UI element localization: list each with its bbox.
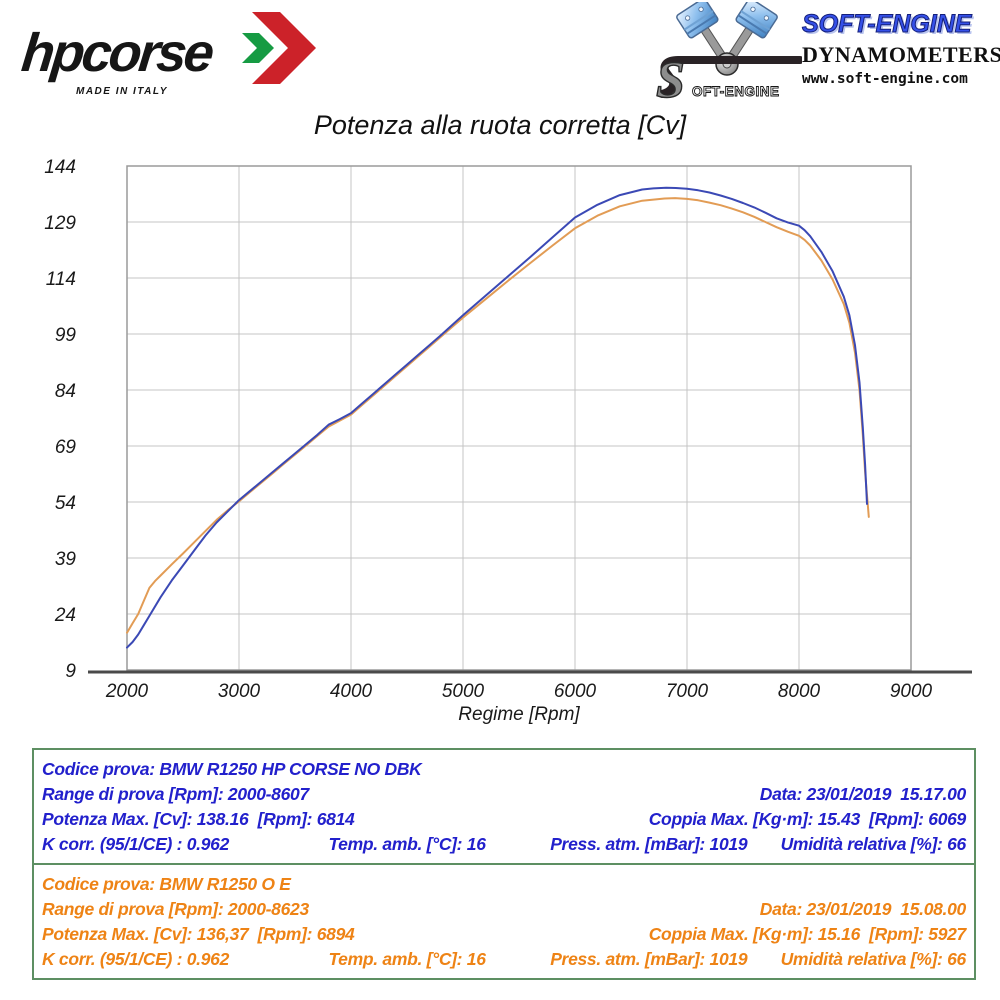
data-ora: Data: 23/01/2019 15.08.00 bbox=[759, 899, 967, 919]
codice-prova: Codice prova: BMW R1250 O E bbox=[42, 874, 291, 894]
press-atm: Press. atm. [mBar]: 1019 bbox=[550, 949, 748, 969]
row-range-data: Range di prova [Rpm]: 2000-8607 Data: 23… bbox=[42, 782, 966, 807]
y-tick-label: 69 bbox=[55, 437, 77, 458]
x-tick-label: 5000 bbox=[442, 681, 485, 702]
press-atm: Press. atm. [mBar]: 1019 bbox=[550, 834, 748, 854]
y-tick-label: 84 bbox=[55, 381, 76, 402]
y-tick-label: 24 bbox=[54, 605, 76, 626]
umidita-relativa: Umidità relativa [%]: 66 bbox=[780, 834, 967, 854]
softengine-s-letter: S bbox=[656, 52, 685, 102]
row-potenza-coppia: Potenza Max. [Cv]: 136,37 [Rpm]: 6894 Co… bbox=[42, 922, 966, 947]
softengine-logo: S OFT-ENGINE SOFT-ENGINE DYNAMOMETERS ww… bbox=[652, 2, 1000, 102]
y-tick-label: 9 bbox=[65, 661, 76, 682]
hpcorse-logo: hpcorse MADE IN ITALY bbox=[18, 6, 318, 106]
row-potenza-coppia: Potenza Max. [Cv]: 138.16 [Rpm]: 6814 Co… bbox=[42, 807, 966, 832]
x-tick-label: 3000 bbox=[218, 681, 261, 702]
y-tick-label: 99 bbox=[55, 325, 77, 346]
temp-amb: Temp. amb. [°C]: 16 bbox=[328, 834, 486, 854]
softengine-brand-text: SOFT-ENGINE bbox=[802, 10, 972, 39]
row-codice-prova: Codice prova: BMW R1250 O E bbox=[42, 872, 966, 897]
range-di-prova: Range di prova [Rpm]: 2000-8623 bbox=[42, 899, 309, 919]
x-tick-label: 2000 bbox=[105, 681, 149, 702]
x-tick-label: 7000 bbox=[666, 681, 709, 702]
info-block-oe: Codice prova: BMW R1250 O E Range di pro… bbox=[32, 863, 976, 980]
row-ambiente: K corr. (95/1/CE) : 0.962 Temp. amb. [°C… bbox=[42, 947, 966, 972]
chart-title: Potenza alla ruota corretta [Cv] bbox=[313, 110, 687, 140]
curve-layer bbox=[126, 186, 870, 649]
coppia-max: Coppia Max. [Kg·m]: 15.43 [Rpm]: 6069 bbox=[648, 809, 967, 829]
y-tick-label: 144 bbox=[44, 157, 76, 178]
info-block-hpcorse: Codice prova: BMW R1250 HP CORSE NO DBK … bbox=[32, 748, 976, 865]
k-corr: K corr. (95/1/CE) : 0.962 bbox=[42, 949, 230, 969]
potenza-max: Potenza Max. [Cv]: 138.16 [Rpm]: 6814 bbox=[42, 809, 355, 829]
range-di-prova: Range di prova [Rpm]: 2000-8607 bbox=[42, 784, 309, 804]
y-tick-label: 39 bbox=[55, 549, 77, 570]
coppia-max: Coppia Max. [Kg·m]: 15.16 [Rpm]: 5927 bbox=[648, 924, 967, 944]
data-ora: Data: 23/01/2019 15.17.00 bbox=[759, 784, 967, 804]
temp-amb: Temp. amb. [°C]: 16 bbox=[328, 949, 486, 969]
test-info-table: Codice prova: BMW R1250 HP CORSE NO DBK … bbox=[32, 748, 976, 980]
row-range-data: Range di prova [Rpm]: 2000-8623 Data: 23… bbox=[42, 897, 966, 922]
x-tick-label: 4000 bbox=[330, 681, 373, 702]
curve-bmw-r1250-hp-corse-no-dbk bbox=[126, 186, 868, 649]
row-ambiente: K corr. (95/1/CE) : 0.962 Temp. amb. [°C… bbox=[42, 832, 966, 857]
hpcorse-arrow-icon bbox=[242, 12, 316, 84]
potenza-max: Potenza Max. [Cv]: 136,37 [Rpm]: 6894 bbox=[42, 924, 355, 944]
y-tick-label: 54 bbox=[55, 493, 76, 514]
x-tick-label: 8000 bbox=[778, 681, 821, 702]
y-tick-label: 114 bbox=[46, 269, 76, 290]
power-curve-chart: 9 24 39 54 69 84 99 114 129 144 2000 3000 4000 5000 60… bbox=[44, 157, 972, 725]
x-tick-label: 9000 bbox=[890, 681, 933, 702]
softengine-icon-label: OFT-ENGINE bbox=[692, 84, 780, 99]
curve-bmw-r1250-o-e bbox=[126, 197, 870, 634]
softengine-dynamometers-text: DYNAMOMETERS bbox=[802, 42, 1000, 67]
plot-border bbox=[126, 165, 912, 671]
v-twin-engine-icon: S OFT-ENGINE bbox=[655, 2, 802, 102]
x-axis-label: Regime [Rpm] bbox=[458, 704, 580, 725]
hpcorse-tagline: MADE IN ITALY bbox=[76, 86, 168, 97]
grid-layer bbox=[88, 165, 972, 674]
x-tick-label: 6000 bbox=[554, 681, 597, 702]
codice-prova: Codice prova: BMW R1250 HP CORSE NO DBK bbox=[42, 759, 422, 779]
k-corr: K corr. (95/1/CE) : 0.962 bbox=[42, 834, 230, 854]
row-codice-prova: Codice prova: BMW R1250 HP CORSE NO DBK bbox=[42, 757, 966, 782]
y-tick-label: 129 bbox=[44, 213, 76, 234]
tick-labels-layer: 9 24 39 54 69 84 99 114 129 144 2000 3000 4000 5000 60… bbox=[44, 157, 932, 702]
softengine-url: www.soft-engine.com bbox=[802, 71, 968, 87]
umidita-relativa: Umidità relativa [%]: 66 bbox=[780, 949, 967, 969]
